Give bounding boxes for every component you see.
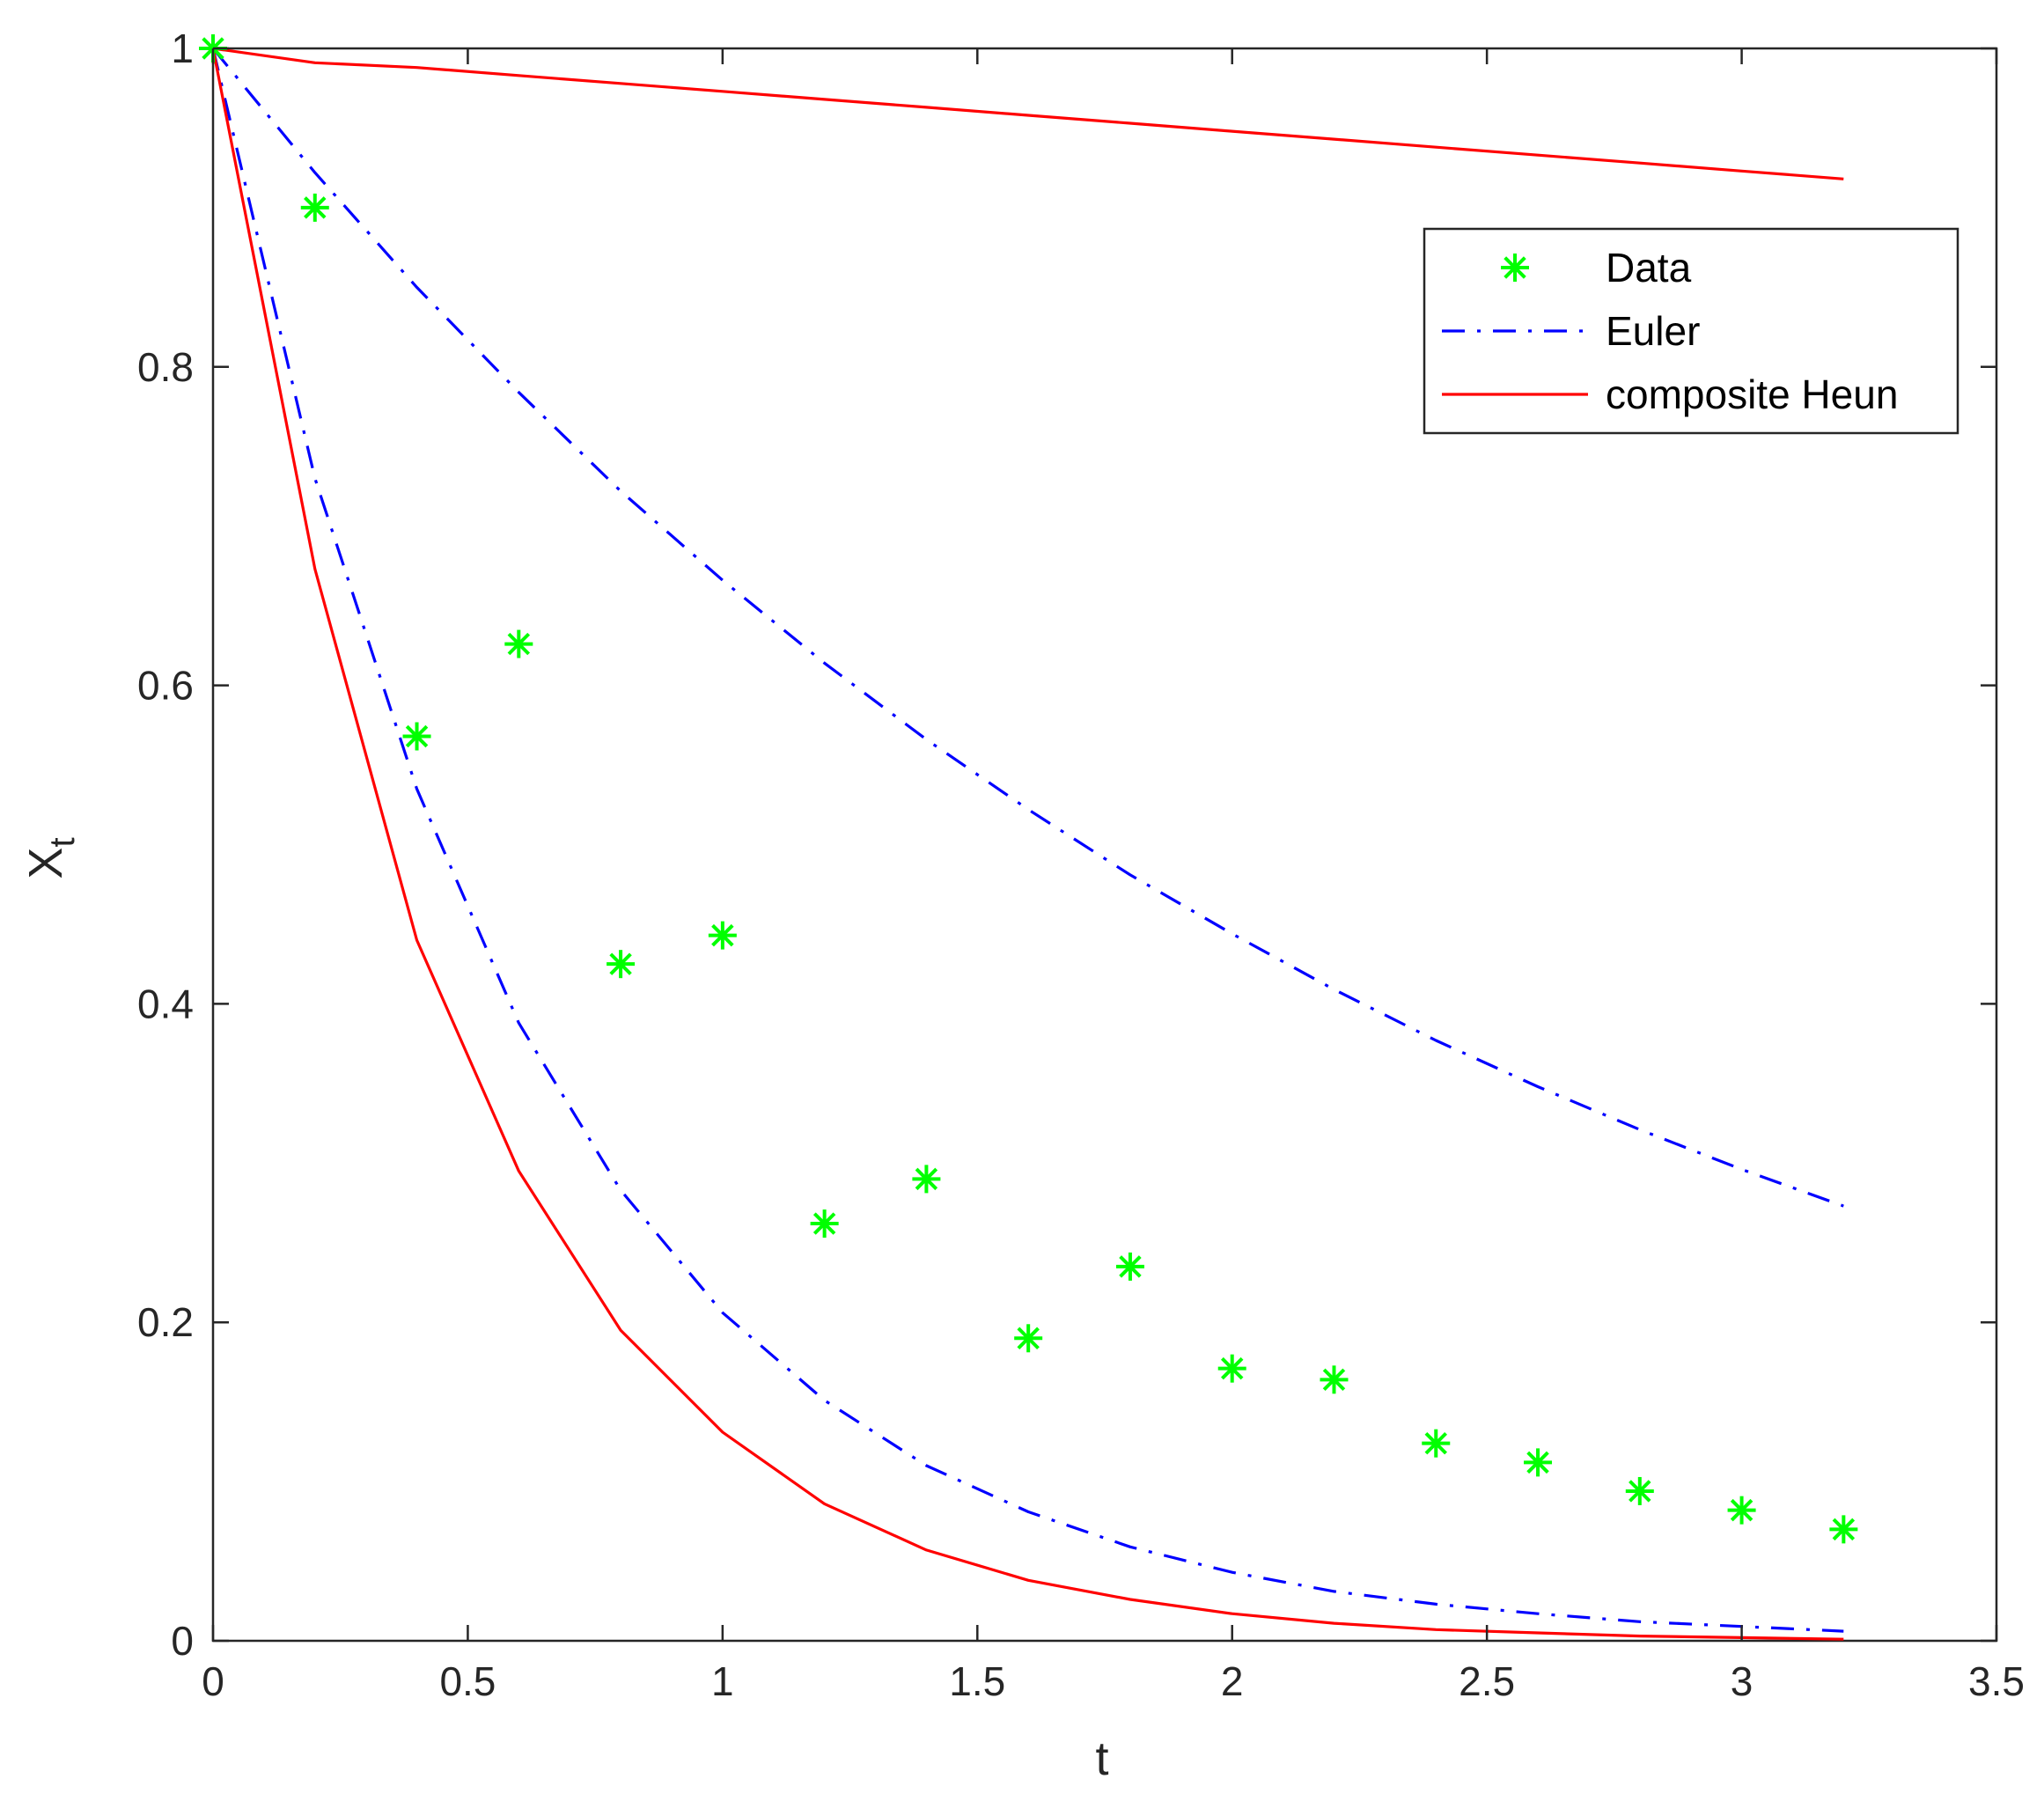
data-point-marker (1320, 1365, 1349, 1394)
y-axis-title-subscript: t (43, 837, 82, 847)
x-tick-label: 3 (1731, 1658, 1754, 1704)
data-point-marker (1524, 1448, 1553, 1477)
y-tick-label: 0 (171, 1618, 194, 1664)
x-axis-title: t (1095, 1732, 1108, 1785)
data-point-marker (1422, 1429, 1451, 1458)
data-point-marker (1625, 1476, 1654, 1505)
data-point-marker (402, 722, 431, 751)
asterisk-stroke (405, 724, 429, 748)
asterisk-stroke (609, 952, 632, 975)
legend-entry-euler_upper: Euler (1442, 308, 1700, 354)
asterisk-stroke (507, 632, 531, 656)
y-tick-label: 0.4 (137, 981, 194, 1026)
asterisk-stroke (711, 923, 734, 947)
y-axis-title: Xt (19, 837, 82, 878)
asterisk-stroke (1119, 1255, 1142, 1278)
asterisk-stroke (812, 1212, 836, 1235)
y-tick-label: 0.8 (137, 344, 194, 390)
data-point-marker (912, 1165, 941, 1194)
asterisk-stroke (304, 196, 327, 219)
legend-entry-heun_upper: composite Heun (1442, 371, 1898, 417)
data-point-marker (504, 629, 533, 658)
asterisk-stroke (1017, 1327, 1040, 1350)
asterisk-stroke (1322, 1368, 1346, 1392)
axes-box (211, 47, 1998, 1643)
data-point-marker (708, 921, 737, 950)
asterisk-stroke (1730, 1498, 1754, 1522)
data-point-marker (1829, 1515, 1858, 1544)
legend-marker-asterisk (1501, 254, 1529, 282)
series-line-heun_upper (213, 48, 1844, 180)
series-markers-data (199, 34, 1858, 1544)
series-line-heun_lower (213, 48, 1844, 1641)
data-point-marker (1115, 1252, 1144, 1281)
axes-ticks: 0 0.5 1 1.5 2 2.5 3 3.5 0 0.2 0.4 0.6 0.8 1 (137, 26, 2025, 1704)
y-tick-label: 0.6 (137, 663, 194, 709)
y-tick-label: 0.2 (137, 1299, 194, 1345)
axes-labels: t Xt (19, 837, 1109, 1785)
asterisk-stroke (1832, 1518, 1856, 1541)
x-tick-label: 1.5 (949, 1658, 1005, 1704)
legend: Data Euler composite Heun (1423, 227, 1959, 435)
data-point-marker (607, 950, 636, 979)
y-axis-title-group: Xt (19, 837, 82, 878)
y-tick-label: 1 (171, 26, 194, 71)
x-tick-label: 3.5 (1968, 1658, 2025, 1704)
data-point-marker (300, 193, 329, 222)
data-point-marker (1014, 1324, 1043, 1353)
x-tick-label: 1 (711, 1658, 734, 1704)
asterisk-stroke (1220, 1356, 1244, 1380)
plot-area (199, 34, 1998, 1643)
asterisk-stroke (1629, 1480, 1651, 1503)
data-point-marker (810, 1209, 839, 1239)
x-tick-label: 2 (1221, 1658, 1244, 1704)
legend-entry-data: Data (1501, 245, 1692, 290)
legend-label: Data (1606, 245, 1692, 290)
x-tick-label: 2.5 (1459, 1658, 1515, 1704)
legend-label: composite Heun (1606, 371, 1898, 417)
series-line-euler_upper (213, 48, 1844, 1208)
asterisk-stroke (915, 1167, 938, 1191)
data-point-marker (1727, 1496, 1756, 1525)
x-tick-label: 0.5 (439, 1658, 496, 1704)
asterisk-stroke (1504, 256, 1526, 279)
asterisk-stroke (1526, 1451, 1549, 1474)
series-line-euler_lower (213, 48, 1844, 1633)
data-point-marker (1217, 1354, 1246, 1383)
asterisk-stroke (1424, 1431, 1447, 1455)
x-tick-label: 0 (202, 1658, 224, 1704)
legend-label: Euler (1606, 308, 1700, 354)
